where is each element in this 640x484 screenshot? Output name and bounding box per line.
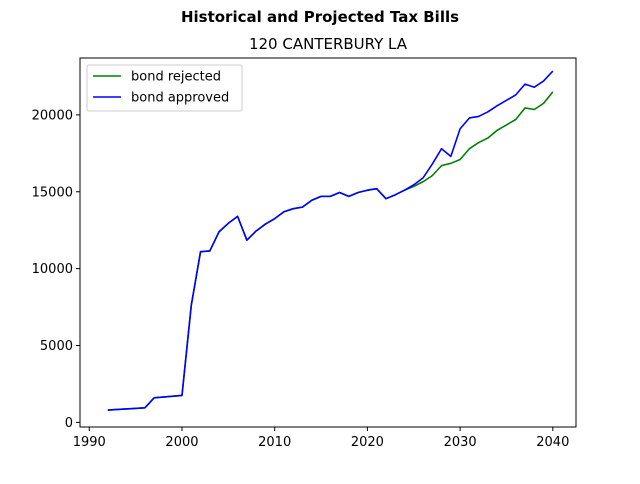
x-tick-label: 2020 xyxy=(351,435,384,450)
x-tick-label: 2040 xyxy=(536,435,569,450)
y-tick-label: 10000 xyxy=(32,262,73,277)
legend-label: bond rejected xyxy=(131,70,221,85)
series-line-bond-approved xyxy=(107,70,554,411)
y-tick-label: 0 xyxy=(65,416,73,431)
legend-box xyxy=(86,64,243,112)
x-tick-label: 2030 xyxy=(444,435,477,450)
series-line-bond-rejected xyxy=(107,91,554,411)
x-tick-label: 2010 xyxy=(258,435,291,450)
series-layer xyxy=(107,70,554,411)
chart-title: 120 CANTERBURY LA xyxy=(249,35,408,53)
y-tick-label: 5000 xyxy=(40,339,73,354)
y-tick-label: 15000 xyxy=(32,185,73,200)
x-tick-label: 2000 xyxy=(165,435,198,450)
legend-label: bond approved xyxy=(131,91,229,106)
chart-suptitle: Historical and Projected Tax Bills xyxy=(181,8,459,26)
axes-frame xyxy=(79,57,577,428)
legend: bond rejected bond approved xyxy=(86,64,243,112)
x-tick-label: 1990 xyxy=(73,435,106,450)
y-tick-label: 20000 xyxy=(32,108,73,123)
ticks-layer: 1990 2000 2010 2020 2030 2040 0 5000 10000 15000 2… xyxy=(32,108,570,450)
